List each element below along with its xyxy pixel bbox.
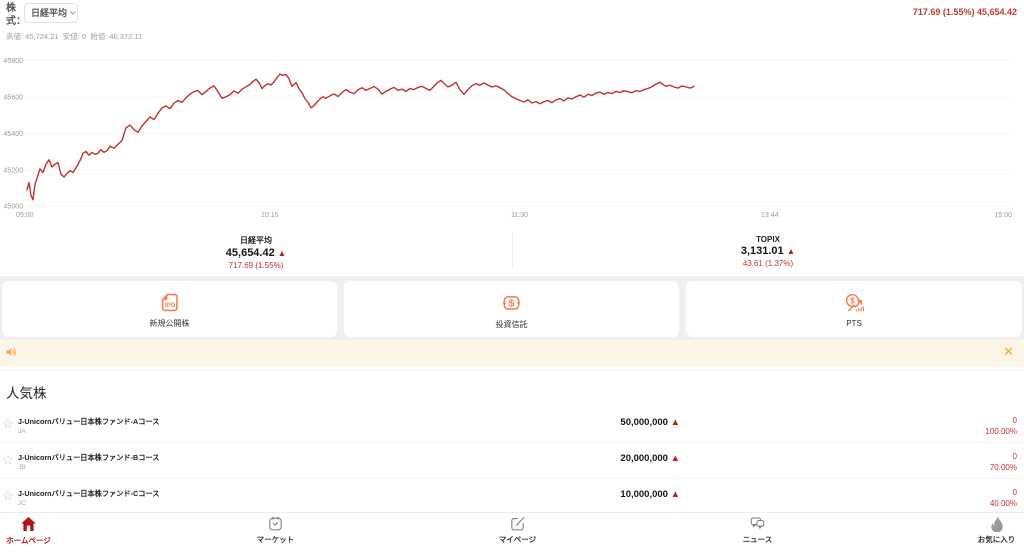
svg-text:09:00: 09:00 (16, 212, 34, 219)
svg-text:15:00: 15:00 (994, 212, 1012, 219)
svg-text:45800: 45800 (4, 58, 24, 65)
svg-text:IPO: IPO (165, 302, 176, 309)
svg-text:45400: 45400 (4, 131, 24, 138)
svg-text:$: $ (850, 296, 855, 305)
svg-text:45000: 45000 (4, 204, 24, 211)
svg-text:45600: 45600 (4, 95, 24, 102)
svg-text:10:15: 10:15 (261, 212, 279, 219)
svg-text:11:30: 11:30 (511, 212, 528, 219)
svg-text:13:44: 13:44 (761, 212, 779, 219)
svg-text:$: $ (509, 299, 515, 310)
svg-text:45200: 45200 (4, 167, 24, 174)
